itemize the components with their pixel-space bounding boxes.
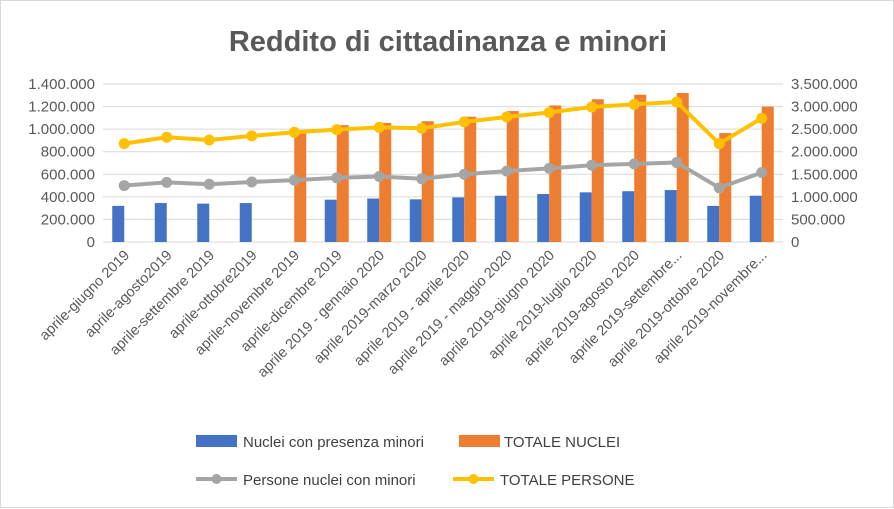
point-totale-persone: [203, 134, 215, 146]
right-tick-label: 2.000.000: [791, 144, 858, 161]
bar-nuclei-minori: [537, 194, 550, 242]
bar-nuclei-minori: [494, 195, 507, 242]
gridlines: [103, 83, 783, 243]
point-totale-persone: [288, 126, 300, 138]
right-axis-ticks: 0 500.000 1.000.000 1.500.000 2.000.000 2.500…: [791, 76, 858, 251]
point-totale-persone: [713, 138, 725, 150]
point-totale-persone: [586, 101, 598, 113]
legend-item-totale-nuclei: TOTALE NUCLEI: [459, 434, 620, 451]
bar-nuclei-minori: [409, 199, 422, 242]
left-axis-ticks: 0 200.000 400.000 600.000 800.000 1.000.000 1.…: [28, 76, 95, 251]
left-tick-label: 1.000.000: [28, 121, 95, 138]
point-totale-persone: [373, 121, 385, 133]
bar-nuclei-minori: [239, 203, 252, 242]
chart-title: Reddito di cittadinanza e minori: [229, 26, 667, 58]
bar-nuclei-minori: [197, 203, 210, 242]
bar-nuclei-minori: [154, 203, 167, 242]
right-tick-label: 500.000: [791, 211, 845, 228]
point-persone-minori: [331, 172, 343, 184]
left-tick-label: 600.000: [41, 166, 95, 183]
right-tick-label: 3.000.000: [791, 99, 858, 116]
right-tick-label: 1.500.000: [791, 166, 858, 183]
right-tick-label: 3.500.000: [791, 76, 858, 93]
line-persone-minori: [124, 160, 763, 190]
bar-totale-nuclei: [591, 99, 604, 242]
bar-totale-nuclei: [506, 111, 519, 242]
left-tick-label: 1.200.000: [28, 99, 95, 116]
point-totale-persone: [671, 96, 683, 108]
point-totale-persone: [331, 124, 343, 136]
point-persone-minori: [203, 178, 215, 190]
point-persone-minori: [118, 180, 130, 192]
line-totale-persone: [123, 100, 763, 146]
bar-nuclei-minori: [749, 195, 762, 242]
bar-nuclei-minori: [367, 198, 380, 242]
point-persone-minori: [458, 168, 470, 180]
bar-totale-nuclei: [379, 122, 392, 242]
legend-item-persone-minori: Persone nuclei con minori: [196, 472, 416, 489]
left-tick-label: 400.000: [41, 189, 95, 206]
right-tick-label: 0: [791, 234, 799, 251]
point-persone-minori: [543, 162, 555, 174]
bar-nuclei-minori: [112, 205, 125, 242]
legend-marker-yellow: [468, 474, 479, 484]
legend-swatch-orange: [459, 435, 500, 447]
point-persone-minori: [586, 159, 598, 171]
point-totale-persone: [756, 112, 768, 124]
left-tick-label: 200.000: [41, 211, 95, 228]
legend-label-persone-minori: Persone nuclei con minori: [243, 472, 416, 489]
legend-item-totale-persone: TOTALE PERSONE: [453, 472, 634, 489]
bar-nuclei-minori: [664, 190, 677, 242]
point-persone-minori: [288, 174, 300, 186]
bar-totale-nuclei: [336, 125, 349, 242]
point-totale-persone: [161, 131, 173, 143]
bar-totale-nuclei: [464, 116, 477, 242]
point-totale-persone: [416, 122, 428, 134]
bar-nuclei-minori: [622, 191, 635, 242]
point-persone-minori: [671, 157, 683, 169]
legend-label-totale-persone: TOTALE PERSONE: [500, 472, 634, 489]
point-totale-persone: [458, 116, 470, 128]
bar-nuclei-minori: [452, 197, 465, 242]
bar-totale-nuclei: [421, 121, 434, 242]
legend-label-totale-nuclei: TOTALE NUCLEI: [504, 434, 620, 451]
category-labels: aprile-giugno 2019aprile-agosto2019april…: [37, 248, 771, 381]
bar-nuclei-minori: [579, 192, 592, 242]
legend: Nuclei con presenza minori TOTALE NUCLEI…: [196, 434, 634, 489]
right-tick-label: 2.500.000: [791, 121, 858, 138]
point-totale-persone: [628, 98, 640, 110]
bar-totale-nuclei: [761, 106, 774, 242]
bar-totale-nuclei: [549, 105, 562, 242]
point-persone-minori: [161, 176, 173, 188]
legend-marker-gray: [211, 474, 222, 484]
legend-item-nuclei-minori: Nuclei con presenza minori: [196, 434, 424, 451]
point-totale-persone: [246, 130, 258, 142]
point-persone-minori: [416, 173, 428, 185]
bar-totale-nuclei: [634, 94, 647, 242]
left-tick-label: 0: [87, 234, 95, 251]
legend-label-nuclei-minori: Nuclei con presenza minori: [243, 434, 424, 451]
bar-nuclei-minori: [707, 205, 720, 242]
left-tick-label: 1.400.000: [28, 76, 95, 93]
legend-swatch-blue: [196, 435, 237, 447]
point-persone-minori: [628, 158, 640, 170]
point-persone-minori: [501, 165, 513, 177]
point-persone-minori: [756, 166, 768, 178]
lines-layer: [118, 96, 768, 194]
point-persone-minori: [373, 171, 385, 183]
bar-nuclei-minori: [324, 199, 337, 242]
point-totale-persone: [501, 111, 513, 123]
bar-totale-nuclei: [294, 133, 307, 242]
right-tick-label: 1.000.000: [791, 189, 858, 206]
point-persone-minori: [246, 176, 258, 188]
left-tick-label: 800.000: [41, 144, 95, 161]
point-persone-minori: [713, 182, 725, 194]
point-totale-persone: [118, 138, 130, 150]
point-totale-persone: [543, 106, 555, 118]
